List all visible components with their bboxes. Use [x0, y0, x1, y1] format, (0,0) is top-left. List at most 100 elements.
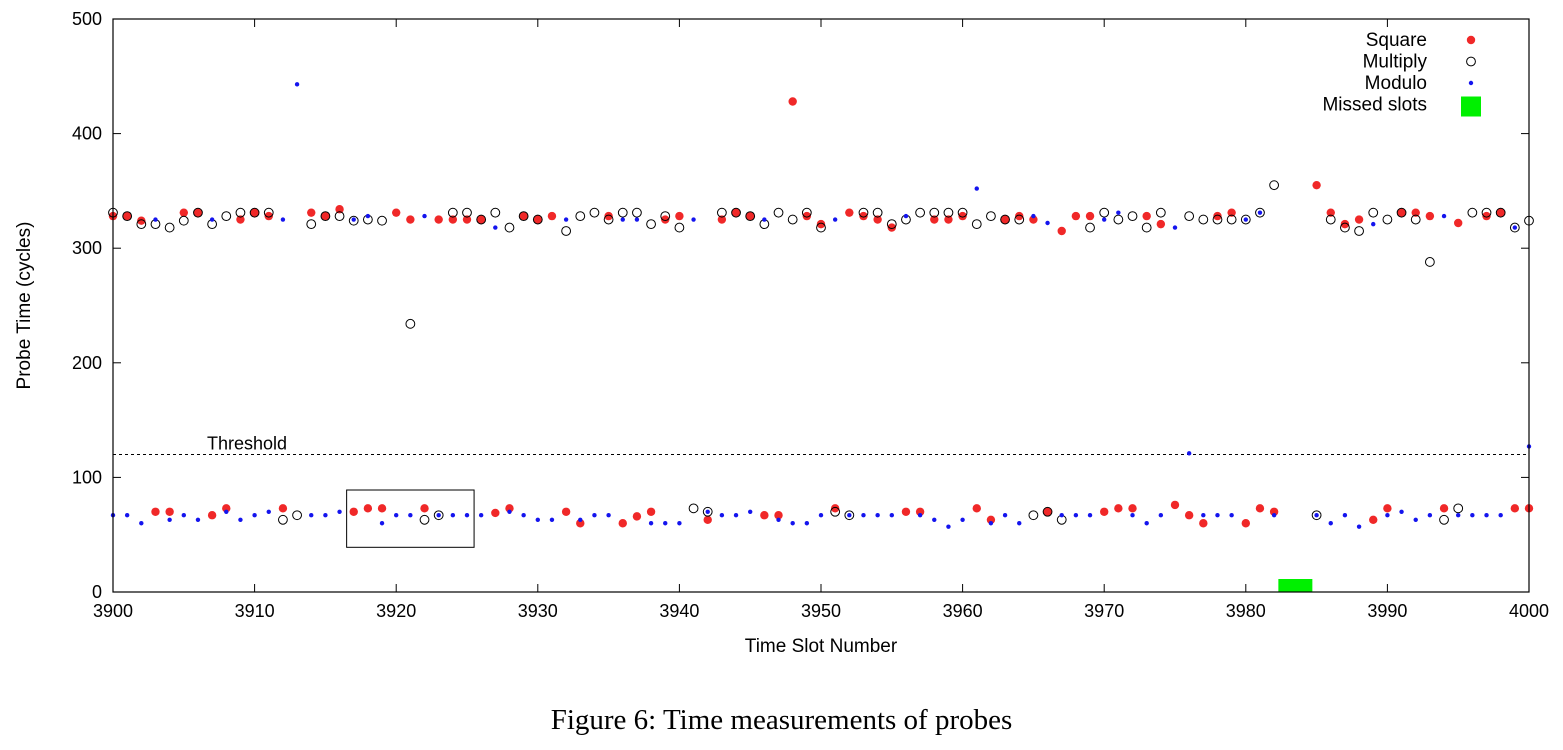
modulo-point	[917, 513, 923, 518]
modulo-point	[1073, 513, 1079, 518]
modulo-point	[1087, 513, 1093, 518]
multiply-point	[1269, 180, 1280, 191]
modulo-point	[634, 217, 640, 222]
multiply-point	[1325, 214, 1336, 225]
modulo-point	[337, 509, 342, 514]
modulo-point	[563, 217, 569, 222]
modulo-point	[1116, 210, 1121, 215]
multiply-point	[1000, 214, 1010, 225]
square-point	[930, 215, 939, 224]
multiply-point	[1354, 226, 1364, 236]
plot-area-frame	[112, 18, 1530, 593]
multiply-point	[561, 226, 572, 236]
square-point	[1454, 218, 1463, 228]
square-point	[986, 515, 996, 525]
modulo-point	[294, 82, 300, 87]
multiply-point	[844, 510, 855, 521]
modulo-point	[1356, 524, 1362, 529]
modulo-point	[1243, 217, 1249, 222]
square-point	[1213, 211, 1222, 221]
square-point	[1043, 507, 1052, 516]
multiply-point	[1240, 214, 1251, 225]
threshold-line-group: Threshold	[113, 433, 1529, 455]
multiply-point	[462, 207, 472, 218]
modulo-point	[224, 509, 229, 514]
multiply-point	[716, 207, 727, 218]
square-point	[887, 223, 896, 232]
multiply-point	[447, 207, 458, 218]
square-point	[1411, 208, 1420, 217]
square-point	[1439, 504, 1449, 513]
modulo-point	[1201, 513, 1206, 518]
square-point	[661, 215, 670, 224]
modulo-point	[1342, 513, 1348, 518]
modulo-point	[861, 513, 866, 518]
square-point	[165, 507, 174, 516]
multiply-point	[575, 211, 586, 222]
multiply-point	[943, 207, 954, 218]
modulo-point	[422, 213, 427, 219]
modulo-point	[1059, 513, 1064, 518]
modulo-point	[578, 517, 583, 523]
square-point	[1354, 215, 1364, 224]
modulo-point	[762, 217, 767, 222]
y-tick-label: 400	[72, 124, 102, 144]
multiply-point	[986, 211, 996, 222]
multiply-point	[1495, 207, 1506, 218]
modulo-point	[889, 513, 894, 518]
square-point	[1128, 504, 1137, 513]
legend-label-missed-slots: Missed slots	[1322, 95, 1427, 116]
square-point	[561, 507, 571, 516]
modulo-point	[521, 513, 526, 518]
legend-label-square: Square	[1366, 30, 1427, 51]
square-point	[547, 211, 557, 221]
square-point	[604, 211, 613, 221]
square-point	[307, 208, 316, 217]
multiply-point	[221, 211, 232, 222]
modulo-point	[1456, 513, 1461, 518]
square-point	[1227, 208, 1236, 217]
y-tick-label: 500	[72, 9, 102, 29]
x-tick-label: 3920	[376, 601, 416, 621]
modulo-point	[209, 217, 215, 222]
square-point	[250, 208, 259, 217]
multiply-point	[688, 503, 699, 514]
legend-marker-square	[1466, 35, 1476, 45]
modulo-point	[436, 513, 441, 518]
modulo-point	[960, 517, 965, 523]
square-point	[675, 211, 684, 221]
x-tick-label: 4000	[1509, 601, 1549, 621]
square-point	[774, 511, 783, 520]
multiply-point	[405, 318, 416, 329]
multiply-point	[1198, 214, 1209, 225]
modulo-point	[1413, 517, 1418, 523]
square-point	[1199, 519, 1208, 528]
multiply-point	[1509, 222, 1520, 233]
square-point	[1000, 215, 1010, 224]
square-point	[363, 504, 373, 513]
square-point	[1269, 507, 1279, 516]
modulo-point	[1314, 513, 1319, 518]
square-point	[632, 512, 642, 521]
square-point	[1383, 504, 1392, 513]
multiply-point	[632, 207, 642, 218]
modulo-point	[1470, 513, 1475, 518]
modulo-point	[478, 513, 484, 518]
square-point	[434, 215, 443, 224]
multiply-point	[617, 207, 628, 218]
multiply-point	[178, 215, 189, 226]
square-point	[122, 211, 132, 221]
modulo-point	[1328, 521, 1333, 526]
multiply-point	[1424, 257, 1435, 267]
square-point	[1100, 507, 1109, 516]
modulo-point	[493, 225, 498, 230]
modulo-point	[875, 513, 880, 518]
modulo-point	[776, 517, 781, 523]
modulo-point	[1215, 513, 1220, 518]
square-point	[1085, 211, 1095, 221]
modulo-point	[280, 217, 286, 222]
square-point	[859, 211, 868, 221]
multiply-point	[915, 207, 926, 218]
modulo-point	[1102, 217, 1107, 222]
modulo-point	[932, 517, 937, 523]
